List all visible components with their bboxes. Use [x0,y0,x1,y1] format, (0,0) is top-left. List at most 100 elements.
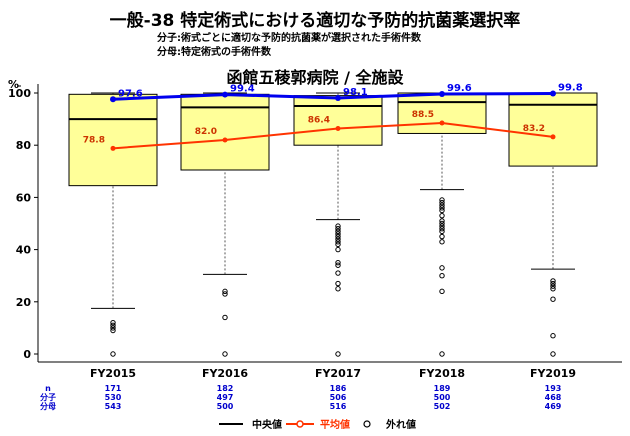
hospital-data-label: 98.1 [343,87,368,98]
mean-data-label: 83.2 [523,124,545,134]
table-cell: 469 [545,402,562,411]
chart-subtitle: 函館五稜郭病院 / 全施設 [226,68,404,87]
mean-data-label: 86.4 [308,115,330,125]
table-row-label: n [45,384,51,393]
outlier-point [222,288,228,295]
legend-outlier-label: 外れ値 [385,418,416,431]
outlier-point [335,233,341,240]
outlier-point [222,314,228,321]
table-cell: 186 [330,384,347,393]
outlier-point [335,246,341,253]
hospital-point [222,91,228,98]
outlier-point [110,319,116,326]
outlier-point [550,286,556,292]
outlier-point [439,207,445,214]
hospital-point [335,94,341,101]
table-cell: 497 [217,393,234,402]
legend-mean-marker [296,420,304,428]
table-cell: 500 [217,402,234,411]
outlier-point [439,351,445,357]
iqr-box [68,93,158,187]
outlier-point [439,265,445,271]
outlier-point [439,226,445,232]
mean-data-label: 78.8 [83,135,105,145]
hospital-data-label: 99.8 [558,83,583,94]
notes: 分子:術式ごとに適切な予防的抗菌薬が選択された手術件数 分母:特定術式の手術件数 [157,32,421,60]
denominator-note: 分母:特定術式の手術件数 [157,47,271,58]
outlier-point [439,205,445,211]
outlier-point [439,288,445,295]
outlier-point [550,351,556,357]
hospital-series-line [112,92,554,101]
outlier-point [439,239,445,245]
table-cell: 530 [105,393,122,402]
table-cell: 182 [217,384,234,393]
table-cell: 506 [330,393,347,402]
hospital-data-label: 99.4 [230,84,255,95]
mean-data-label: 88.5 [412,110,434,120]
mean-data-label: 82.0 [195,127,217,137]
outlier-point [335,236,341,242]
table-cell: 468 [545,393,562,402]
chart-title: 一般-38 特定術式における適切な予防的抗菌薬選択率 [109,11,521,31]
outlier-point [335,259,341,266]
outlier-point [335,223,341,229]
outlier-point [335,241,341,248]
table-cell: 543 [105,402,122,411]
mean-point [439,120,445,126]
legend-mean-label: 平均値 [320,418,350,431]
outlier-point [439,220,445,227]
table-cell: 193 [545,384,562,393]
table-cell: 502 [434,402,451,411]
legend-median-label: 中央値 [252,418,282,431]
outlier-point [335,270,341,276]
y-tick-label: 60 [16,191,32,204]
outlier-point [550,278,556,284]
y-tick-label: 80 [16,139,32,152]
legend-outlier-marker [363,420,371,428]
outlier-point [439,199,445,206]
outlier-point [439,212,445,219]
outlier-point [439,197,445,203]
hospital-point [550,90,556,97]
outlier-point [110,327,116,334]
hospital-data-label: 97.6 [118,88,143,99]
outlier-point [335,262,341,268]
outlier-point [335,228,341,235]
outlier-point [222,291,228,297]
y-tick-label: 0 [23,348,31,361]
outlier-point [439,273,445,279]
outlier-point [550,333,556,339]
hospital-point [439,91,445,98]
y-tick-label: 20 [16,296,32,309]
outlier-point [335,231,341,237]
outlier-point [222,351,228,357]
mean-point [222,137,228,143]
x-tick-label: FY2015 [90,367,136,380]
mean-point [335,125,341,131]
outlier-point [110,322,116,328]
outlier-point [110,351,116,357]
outlier-point [110,325,116,331]
x-tick-label: FY2019 [530,367,576,380]
mean-point [550,134,556,140]
outlier-point [439,218,445,224]
x-tick-label: FY2016 [202,367,248,380]
table-row-label: 分子 [40,392,56,402]
y-tick-label: 100 [8,87,31,100]
numerator-note: 分子:術式ごとに適切な予防的抗菌薬が選択された手術件数 [157,33,421,44]
table-cell: 500 [434,393,451,402]
x-tick-label: FY2018 [419,367,465,380]
outlier-point [335,280,341,287]
outlier-point [439,228,445,235]
table-cell: 189 [434,384,451,393]
outlier-point [335,239,341,245]
mean-point [110,145,116,151]
outlier-point [439,233,445,240]
hospital-data-label: 99.6 [447,83,472,94]
y-axis-label: % [8,78,19,91]
table-cell: 171 [105,384,122,393]
y-tick-label: 40 [16,244,32,257]
x-tick-label: FY2017 [315,367,361,380]
